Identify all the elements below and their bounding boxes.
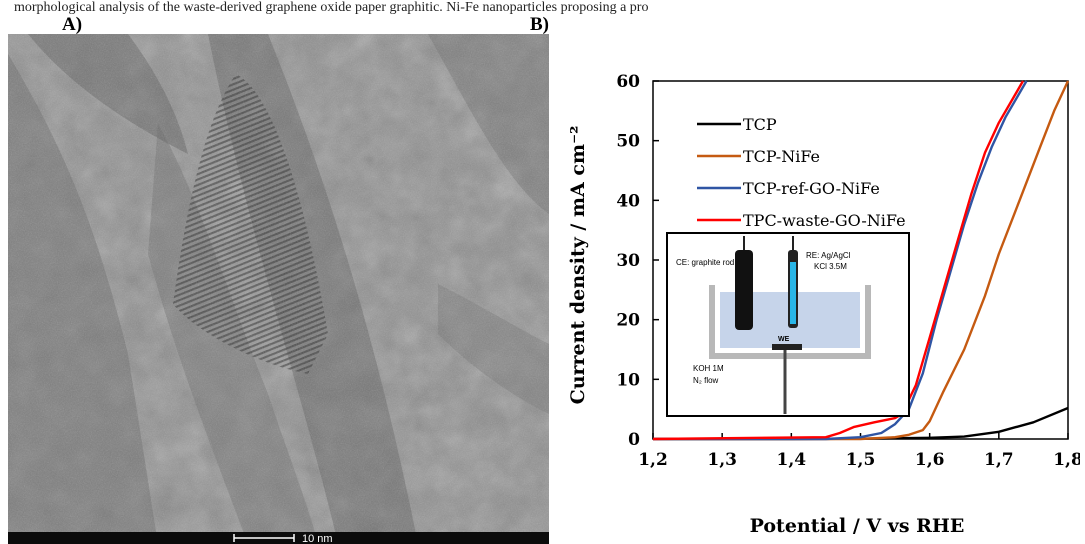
- y-tick-label: 60: [616, 72, 640, 92]
- legend-label: TCP-ref-GO-NiFe: [743, 179, 880, 198]
- we-label: WE: [778, 336, 790, 343]
- y-tick-label: 20: [616, 311, 640, 331]
- electrolyte-label-1: KOH 1M: [693, 364, 724, 373]
- y-tick-label: 40: [616, 191, 640, 211]
- ce-label: CE: graphite rod: [676, 258, 734, 267]
- x-tick-label: 1,3: [707, 450, 737, 470]
- we-plate: [772, 344, 802, 350]
- figure-caption: morphological analysis of the waste-deri…: [14, 0, 649, 15]
- legend-label: TPC-waste-GO-NiFe: [743, 211, 906, 230]
- y-tick-label: 50: [616, 132, 640, 152]
- series-layer: [652, 80, 1070, 441]
- cell-setup-inset: WE CE: graphite rod RE: Ag/AgCl KCl 3.5M…: [666, 232, 910, 417]
- re-label-line1: RE: Ag/AgCl: [806, 251, 851, 260]
- y-tick-label: 0: [628, 430, 640, 450]
- x-tick-label: 1,6: [915, 450, 945, 470]
- panel-label-b: B): [530, 14, 549, 35]
- legend-label: TCP-NiFe: [743, 147, 820, 166]
- tem-micrograph: 10 nm: [8, 34, 549, 544]
- series-line-tpc-waste-go-nife: [652, 80, 1025, 441]
- x-axis-label: Potential / V vs RHE: [750, 515, 965, 537]
- series-line-tcp-nife: [653, 80, 1070, 441]
- chart-legend: TCP TCP-NiFe TCP-ref-GO-NiFe TPC-waste-GO-N…: [697, 115, 906, 230]
- legend-label: TCP: [743, 115, 777, 134]
- x-tick-label: 1,7: [984, 450, 1014, 470]
- re-label-line2: KCl 3.5M: [814, 262, 847, 271]
- x-tick-label: 1,8: [1053, 450, 1080, 470]
- x-tick-label: 1,2: [638, 450, 668, 470]
- x-tick-label: 1,5: [846, 450, 876, 470]
- y-tick-label: 30: [616, 251, 640, 271]
- electrolyte-label-2: N₂ flow: [693, 376, 719, 385]
- panel-label-a: A): [62, 14, 83, 35]
- y-axis-label: Current density / mA cm⁻²: [567, 126, 589, 405]
- y-tick-label: 10: [616, 370, 640, 390]
- scale-bar-label: 10 nm: [302, 533, 333, 544]
- series-line-tcp-ref-go-nife: [653, 80, 1028, 441]
- x-tick-label: 1,4: [777, 450, 807, 470]
- chart-axes: 1,2 1,3 1,4 1,5 1,6 1,7 1,8 0 10 20 30 40 50 60: [616, 72, 1080, 470]
- counter-electrode: [735, 250, 753, 330]
